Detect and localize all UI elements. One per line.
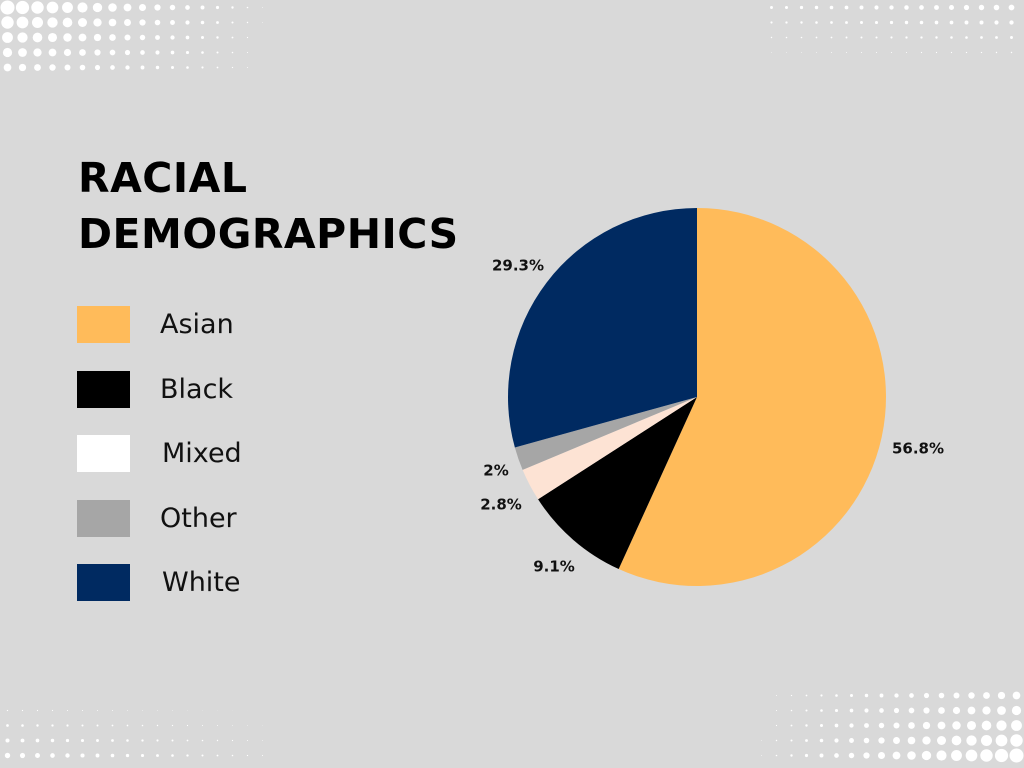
legend-label-mixed: Mixed (162, 438, 242, 469)
legend-item-asian: Asian (77, 306, 242, 343)
chart-title-line-1: RACIAL (78, 154, 248, 202)
legend-swatch-other (77, 499, 130, 537)
legend-label-other: Other (160, 502, 237, 534)
legend-swatch-asian (77, 306, 130, 343)
legend-item-mixed: Mixed (77, 435, 242, 472)
chart-title-line-2: DEMOGRAPHICS (78, 210, 459, 258)
data-label-white: 29.3% (492, 257, 544, 275)
chart-title: RACIAL DEMOGRAPHICS (78, 150, 459, 262)
data-label-other: 2% (483, 462, 508, 480)
legend-swatch-mixed (77, 435, 130, 472)
pie-slice-asian (618, 208, 886, 586)
pie-slice-other (514, 397, 697, 470)
legend-item-black: Black (77, 370, 242, 408)
data-label-mixed: 2.8% (480, 496, 522, 514)
legend-label-asian: Asian (160, 309, 234, 340)
legend-item-other: Other (77, 499, 242, 537)
legend-item-white: White (77, 564, 242, 601)
legend-label-black: Black (160, 373, 234, 405)
pie-slice-black (538, 397, 697, 570)
legend-label-white: White (162, 567, 241, 598)
chart-legend: Asian Black Mixed Other White (77, 306, 242, 629)
legend-swatch-black (77, 370, 130, 408)
data-label-asian: 56.8% (892, 440, 944, 458)
pie-slice-white (508, 208, 697, 448)
pie-slice-mixed (522, 397, 697, 500)
legend-swatch-white (77, 564, 130, 601)
data-label-black: 9.1% (533, 558, 575, 576)
